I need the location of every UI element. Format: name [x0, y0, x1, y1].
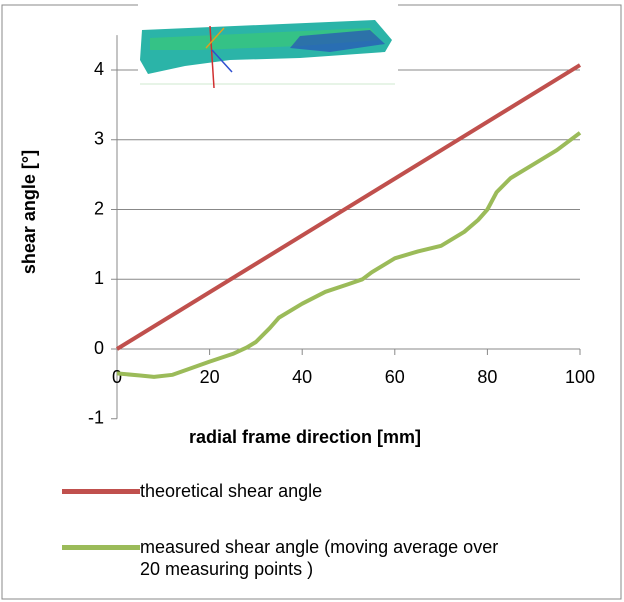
x-tick-label: 100 — [565, 367, 595, 387]
legend-item: measured shear angle (moving average ove… — [62, 536, 520, 580]
legend-label: theoretical shear angle — [140, 480, 520, 502]
y-tick-label: -1 — [88, 408, 104, 428]
legend-swatch — [62, 489, 140, 494]
y-axis-label: shear angle [°] — [19, 150, 39, 274]
y-tick-label: 3 — [94, 129, 104, 149]
inset-image — [138, 4, 398, 88]
y-tick-label: 0 — [94, 338, 104, 358]
series-line — [117, 65, 580, 349]
x-tick-label: 0 — [112, 367, 122, 387]
legend-swatch — [62, 545, 140, 550]
x-tick-label: 60 — [385, 367, 405, 387]
x-tick-label: 40 — [292, 367, 312, 387]
y-tick-label: 4 — [94, 59, 104, 79]
chart-container: -101234020406080100 radial frame directi… — [0, 0, 624, 602]
chart-border — [2, 5, 621, 599]
plot-area — [117, 65, 580, 377]
legend-label: measured shear angle (moving average ove… — [140, 536, 520, 580]
y-tick-label: 2 — [94, 198, 104, 218]
x-tick-label: 80 — [477, 367, 497, 387]
x-axis-label: radial frame direction [mm] — [189, 427, 421, 447]
x-tick-label: 20 — [200, 367, 220, 387]
series-line — [117, 133, 580, 377]
chart: -101234020406080100 radial frame directi… — [0, 0, 624, 602]
y-tick-label: 1 — [94, 268, 104, 288]
legend-item: theoretical shear angle — [62, 480, 520, 502]
